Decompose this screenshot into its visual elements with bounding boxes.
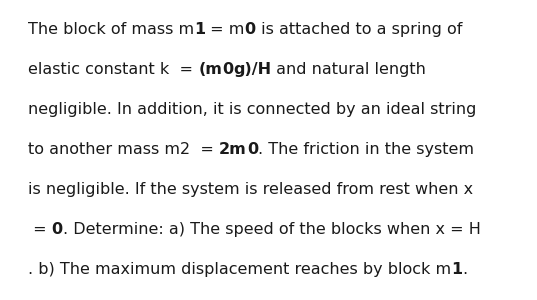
Text: elastic constant k  =: elastic constant k = bbox=[28, 62, 198, 77]
Text: to another mass m2  =: to another mass m2 = bbox=[28, 142, 219, 157]
Text: . b) The maximum displacement reaches by block m: . b) The maximum displacement reaches by… bbox=[28, 262, 451, 277]
Text: negligible. In addition, it is connected by an ideal string: negligible. In addition, it is connected… bbox=[28, 102, 476, 117]
Text: g)/H: g)/H bbox=[233, 62, 271, 77]
Text: = m: = m bbox=[205, 22, 245, 37]
Text: 0: 0 bbox=[245, 22, 256, 37]
Text: 1: 1 bbox=[194, 22, 205, 37]
Text: .: . bbox=[462, 262, 467, 277]
Text: . Determine: a) The speed of the blocks when x = H: . Determine: a) The speed of the blocks … bbox=[63, 222, 481, 237]
Text: 0: 0 bbox=[52, 222, 63, 237]
Text: and natural length: and natural length bbox=[271, 62, 426, 77]
Text: . The friction in the system: . The friction in the system bbox=[258, 142, 474, 157]
Text: (m: (m bbox=[198, 62, 222, 77]
Text: 2m: 2m bbox=[219, 142, 246, 157]
Text: =: = bbox=[28, 222, 52, 237]
Text: 1: 1 bbox=[451, 262, 462, 277]
Text: is attached to a spring of: is attached to a spring of bbox=[256, 22, 462, 37]
Text: is negligible. If the system is released from rest when x: is negligible. If the system is released… bbox=[28, 182, 473, 197]
Text: The block of mass m: The block of mass m bbox=[28, 22, 194, 37]
Text: 0: 0 bbox=[246, 142, 258, 157]
Text: 0: 0 bbox=[222, 62, 233, 77]
